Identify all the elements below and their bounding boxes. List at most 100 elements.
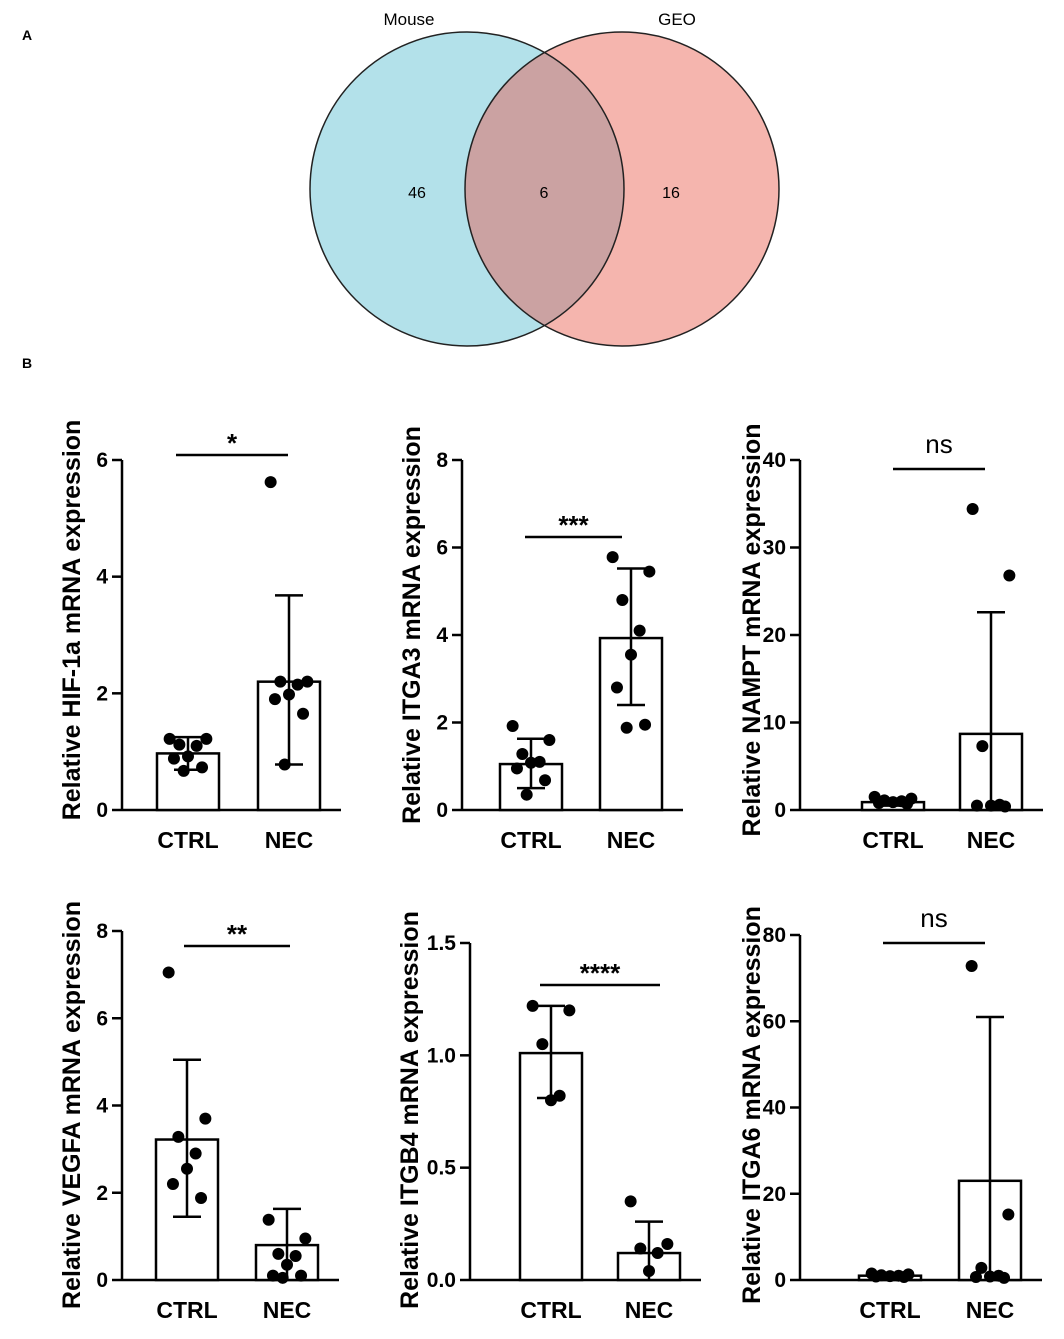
significance-label: ****	[580, 958, 621, 988]
bar-chart-1: 0 2 4 6 Relative HIF-1a mRNA expression CTRL N…	[58, 420, 341, 853]
data-point	[606, 551, 619, 564]
data-point	[264, 476, 277, 489]
category-label-ctrl: CTRL	[520, 1297, 581, 1323]
data-point	[173, 738, 186, 751]
significance-label: ns	[925, 429, 952, 459]
data-point	[998, 1271, 1011, 1284]
significance-label: **	[227, 919, 248, 949]
data-point	[177, 764, 190, 777]
data-point	[167, 752, 180, 765]
bar-ctrl	[155, 752, 221, 812]
y-tick-label: 4	[96, 566, 108, 589]
venn-count-mouse-only: 46	[408, 185, 426, 202]
data-point	[536, 1038, 549, 1051]
panel-a-letter: A	[22, 27, 32, 43]
data-point	[525, 756, 537, 769]
y-tick-label: 6	[436, 537, 448, 560]
data-point	[901, 797, 914, 810]
y-tick-label: 8	[96, 920, 108, 943]
data-point	[872, 797, 885, 809]
category-label-nec: NEC	[265, 827, 314, 853]
data-point	[643, 1265, 655, 1278]
y-tick-label: 20	[763, 1183, 786, 1206]
data-point	[200, 732, 213, 745]
y-axis-label: Relative NAMPT mRNA expression	[738, 423, 766, 836]
data-point	[884, 1270, 896, 1283]
data-point	[276, 1271, 289, 1284]
category-label-ctrl: CTRL	[862, 827, 923, 853]
bar-chart-4: 0 2 4 6 8 Relative VEGFA mRNA expression CTRL N…	[58, 901, 339, 1323]
category-label-nec: NEC	[966, 1297, 1015, 1323]
data-point	[985, 799, 997, 812]
y-tick-label: 10	[763, 712, 786, 735]
data-point	[297, 707, 310, 720]
y-tick-label: 2	[436, 712, 448, 735]
data-point	[506, 720, 519, 732]
data-point	[272, 1247, 285, 1260]
y-tick-label: 0.5	[427, 1157, 457, 1180]
y-tick-label: 1.0	[427, 1044, 456, 1067]
data-point	[533, 755, 546, 768]
data-point	[970, 799, 983, 812]
y-tick-label: 0.0	[427, 1269, 456, 1292]
category-label-ctrl: CTRL	[500, 827, 561, 853]
venn-count-intersection: 6	[540, 185, 549, 202]
data-point	[965, 960, 978, 973]
data-point	[563, 1004, 576, 1017]
data-point	[195, 1191, 208, 1204]
data-point	[976, 740, 989, 753]
data-point	[526, 999, 539, 1012]
category-label-ctrl: CTRL	[156, 1297, 217, 1323]
venn-outline-geo	[464, 31, 780, 347]
y-tick-label: 4	[96, 1095, 108, 1118]
y-tick-label: 30	[763, 537, 786, 560]
category-label-nec: NEC	[625, 1297, 674, 1323]
category-label-ctrl: CTRL	[859, 1297, 920, 1323]
data-point	[616, 594, 629, 606]
y-axis-label: Relative HIF-1a mRNA expression	[58, 420, 86, 821]
significance-label: ***	[558, 510, 589, 540]
data-point	[898, 1270, 911, 1283]
y-tick-label: 0	[96, 1269, 108, 1292]
y-tick-label: 80	[763, 924, 786, 947]
data-point	[199, 1112, 212, 1125]
panel-b-letter: B	[22, 355, 32, 371]
data-point	[172, 1130, 185, 1143]
data-point	[543, 734, 556, 746]
data-point	[975, 1261, 988, 1274]
y-axis-label: Relative ITGA6 mRNA expression	[738, 906, 766, 1304]
data-point	[887, 796, 899, 809]
data-point	[291, 678, 304, 691]
venn-label-geo: GEO	[658, 10, 696, 29]
data-point	[289, 1250, 302, 1263]
venn-outline-mouse	[309, 31, 625, 347]
data-point	[966, 503, 979, 515]
venn-overlap-region	[465, 32, 624, 346]
data-point	[999, 800, 1012, 813]
data-point	[869, 1270, 882, 1283]
data-point	[274, 675, 287, 688]
y-tick-label: 0	[96, 799, 108, 822]
y-tick-label: 4	[436, 624, 448, 647]
y-axis-label: Relative ITGB4 mRNA expression	[396, 911, 424, 1309]
y-tick-label: 0	[774, 1269, 786, 1292]
category-label-nec: NEC	[607, 827, 656, 853]
data-point	[299, 1232, 312, 1245]
data-point	[268, 693, 281, 706]
venn-label-mouse: Mouse	[383, 10, 434, 29]
y-tick-label: 2	[96, 682, 108, 705]
data-point	[181, 1162, 193, 1175]
data-point	[520, 788, 533, 801]
y-tick-label: 1.5	[427, 932, 457, 955]
venn-diagram: Mouse GEO 46 6 16	[309, 10, 780, 347]
data-point	[301, 675, 314, 688]
data-point	[643, 565, 656, 578]
data-point	[278, 758, 291, 771]
significance-label: *	[227, 428, 238, 458]
data-point	[639, 718, 652, 731]
y-tick-label: 0	[436, 799, 448, 822]
significance-label: ns	[920, 903, 947, 933]
